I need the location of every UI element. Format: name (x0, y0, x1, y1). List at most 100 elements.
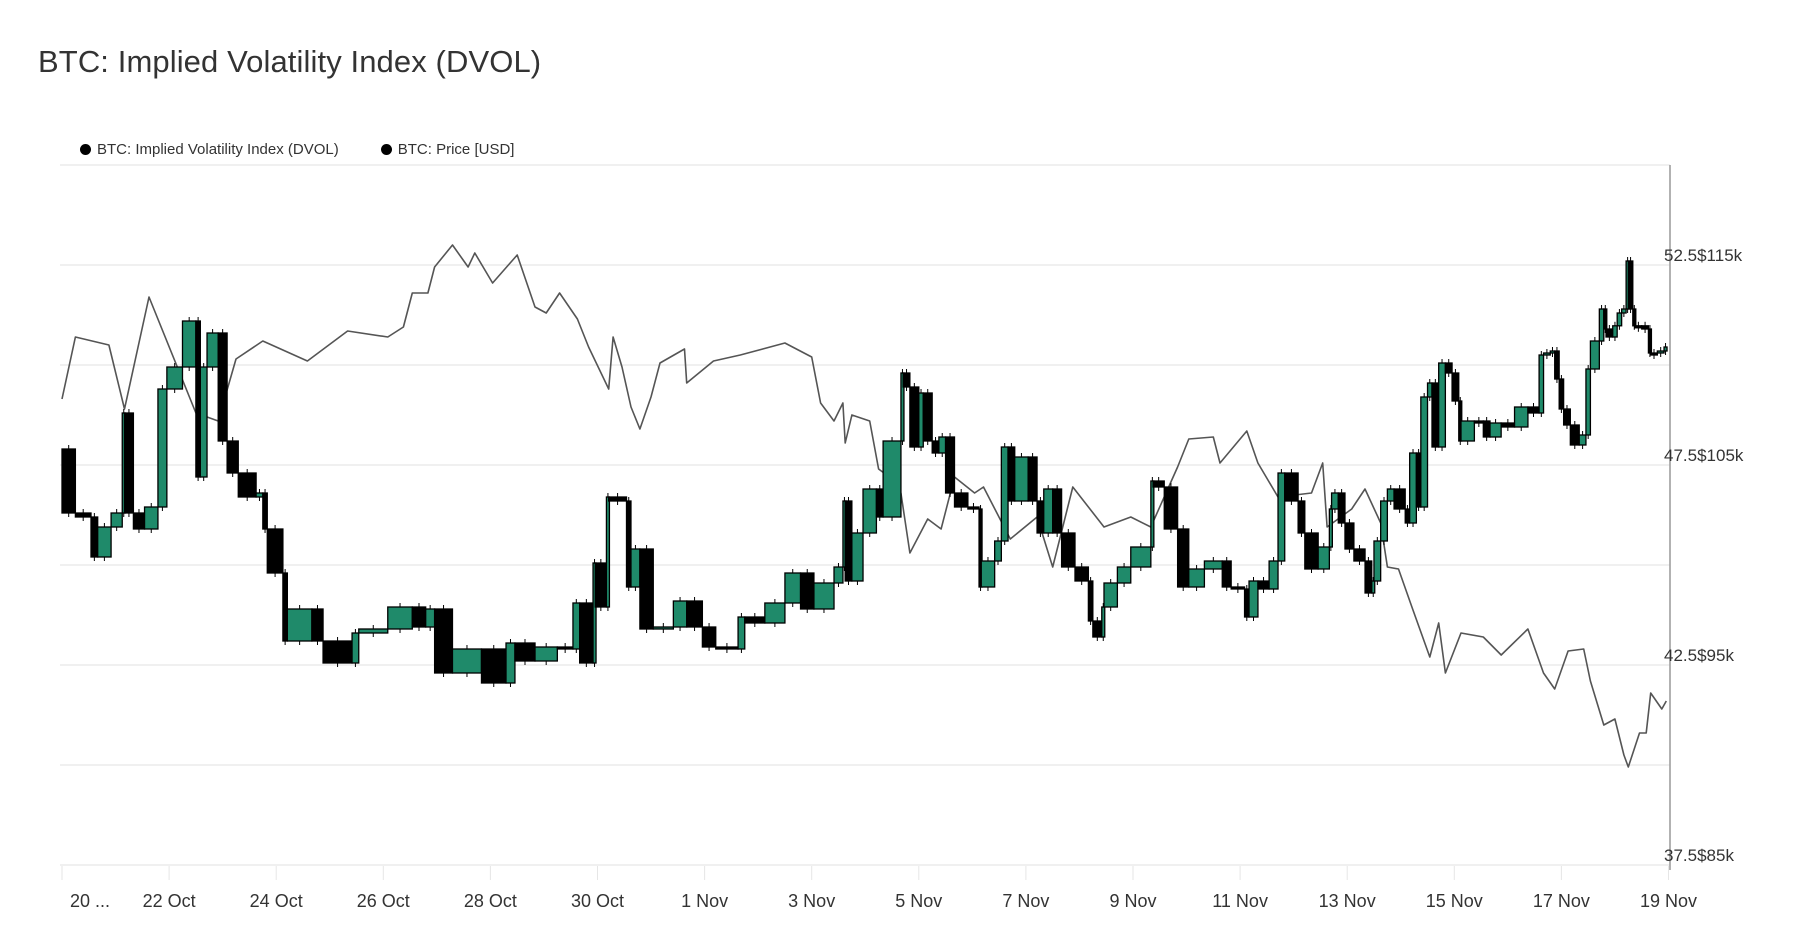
candle-body (630, 548, 641, 588)
candle-body (286, 608, 313, 642)
candle-body (1203, 560, 1223, 570)
candle-body (322, 640, 353, 664)
legend: BTC: Implied Volatility Index (DVOL) BTC… (80, 141, 514, 158)
candle-body (1409, 452, 1418, 524)
candle-body (931, 440, 940, 454)
candle-body (1101, 606, 1106, 638)
y-axis-label: 37.5$85k (1664, 846, 1734, 865)
candle-body (1569, 424, 1580, 446)
candle-body (953, 492, 969, 508)
candle-body (61, 448, 77, 514)
candle-body (572, 602, 581, 650)
candle-body (799, 572, 815, 610)
candle-body (1634, 325, 1643, 329)
candle-body (505, 642, 516, 684)
candle-body (181, 320, 197, 368)
candle-body (157, 388, 168, 508)
candle-body (1647, 328, 1653, 354)
candle-body (1431, 382, 1440, 448)
candle-body (110, 512, 123, 528)
candle-body (1612, 325, 1618, 338)
candle-body (90, 516, 99, 558)
candle-body (1393, 488, 1406, 510)
candle-body (1663, 346, 1668, 352)
price-series (61, 244, 1667, 768)
candle-body (132, 512, 146, 530)
y-axis-label: 42.5$95k (1664, 646, 1734, 665)
candle-body (1087, 580, 1094, 622)
candle-body (715, 646, 739, 650)
candle-body (1007, 446, 1016, 502)
candle-body (237, 472, 257, 498)
candle-body (1438, 362, 1447, 448)
candle-body (579, 602, 594, 664)
candle-body (1585, 368, 1592, 436)
candle-body (994, 540, 1003, 562)
candle-body (433, 608, 454, 674)
candle-body (1036, 500, 1045, 534)
candle-body (74, 512, 92, 518)
x-axis-label: 7 Nov (1002, 891, 1050, 911)
candle-body (387, 606, 413, 630)
candle-body (844, 500, 853, 582)
legend-item-price[interactable]: BTC: Price [USD] (380, 141, 514, 158)
candle-body (1650, 352, 1658, 356)
candle-body (1268, 560, 1279, 590)
candle-body (639, 548, 654, 630)
candle-body (123, 412, 135, 514)
candle-body (97, 526, 112, 558)
candle-body (1074, 566, 1090, 582)
x-axis-label: 30 Oct (570, 891, 625, 911)
candle-body (672, 600, 688, 628)
candle-body (1277, 472, 1286, 562)
candle-body (1444, 362, 1453, 374)
candle-body (1415, 452, 1422, 508)
candle-body (1353, 548, 1366, 562)
candle-body (1221, 560, 1232, 588)
candle-body (1380, 500, 1389, 542)
x-axis-label: 19 Nov (1639, 891, 1698, 911)
candle-body (480, 648, 507, 684)
candle-body (1000, 446, 1009, 542)
candle-body (1616, 312, 1623, 327)
price-line (61, 244, 1667, 768)
x-axis-label: 3 Nov (788, 891, 836, 911)
x-axis-label: 1 Nov (681, 891, 729, 911)
candle-body (944, 436, 956, 494)
candle-body (1150, 480, 1155, 548)
candle-body (1248, 580, 1259, 618)
candle-body (1188, 568, 1206, 588)
candle-body (262, 492, 268, 530)
candle-body (625, 500, 632, 588)
candle-body (1460, 420, 1476, 442)
x-axis-label: 17 Nov (1532, 891, 1590, 911)
candle-body (266, 528, 284, 574)
candle-body (594, 562, 608, 608)
candle-body (166, 366, 184, 390)
x-axis-label: 11 Nov (1212, 891, 1268, 911)
x-axis-label: 28 Oct (463, 891, 517, 911)
candle-body (764, 602, 786, 624)
candle-body (978, 508, 983, 588)
candle-body (425, 608, 436, 628)
legend-item-dvol[interactable]: BTC: Implied Volatility Index (DVOL) (80, 141, 339, 158)
candle-body (1103, 582, 1119, 608)
candle-body (1364, 560, 1373, 594)
candle-body (1386, 488, 1395, 502)
candle-body (1641, 325, 1650, 330)
candle-body (882, 440, 902, 518)
candle-body (875, 488, 884, 518)
candle-body (1578, 434, 1587, 446)
candle-body (918, 392, 924, 448)
candle-body (1328, 508, 1333, 548)
candle-body (1562, 408, 1571, 426)
x-axis-label: 5 Nov (895, 891, 943, 911)
dvol-series (61, 257, 1668, 687)
candle-body (902, 372, 911, 388)
candle-body (1451, 372, 1460, 402)
candle-body (199, 366, 208, 478)
candle-body (411, 606, 427, 628)
candle-body (1656, 350, 1665, 354)
candle-body (1627, 260, 1634, 310)
